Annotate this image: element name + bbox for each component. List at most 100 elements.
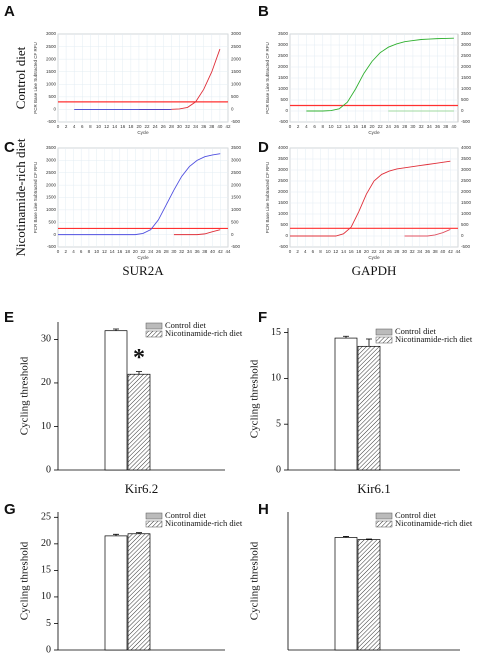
x-tick-label: 42 [218,249,224,254]
x-tick-label: 42 [448,249,454,254]
x-tick-label: 20 [364,249,370,254]
y2-tick-label: 3500 [461,156,472,161]
y2-tick-label: 3000 [461,42,472,47]
amplification-curve [173,229,221,236]
x-tick-label: 28 [394,249,400,254]
y2-tick-label: 2500 [231,44,242,49]
y-tick-label: 1500 [46,195,57,200]
x-tick-label: 22 [140,249,146,254]
x-tick-label: 16 [117,249,123,254]
y2-tick-label: 3500 [461,31,472,36]
bar [334,337,358,471]
x-tick-label: 32 [179,249,185,254]
x-tick-label: 12 [337,124,343,129]
x-tick-label: 32 [419,124,425,129]
x-tick-label: 34 [187,249,193,254]
significance-mark: * [133,345,145,371]
y-tick-label: 4000 [278,145,289,150]
y-axis-label: PCR Base Line Subtracted CF RFU [265,162,270,234]
plot-area [57,33,229,123]
x-tick-label: 18 [361,124,367,129]
y-tick-label: 0 [53,232,56,237]
y-tick-label: 500 [280,97,288,102]
x-tick-label: 0 [57,249,60,254]
x-tick-label: 36 [201,124,207,129]
bar [127,373,151,471]
x-tick-label: 6 [81,124,84,129]
x-tick-label: 8 [319,249,322,254]
panel-letter: E [4,309,14,326]
x-tick-label: 0 [57,124,60,129]
error-bar [136,532,142,534]
y2-tick-label: 3000 [231,158,242,163]
x-tick-label: 14 [110,249,116,254]
y-tick-label: 3500 [278,31,289,36]
x-tick-label: 30 [177,124,183,129]
gene-label: SUR2A [122,263,164,278]
x-tick-label: 20 [136,124,142,129]
x-tick-label: 40 [217,124,223,129]
y-tick-label: 2500 [278,53,289,58]
y2-tick-label: 2500 [231,170,242,175]
panel-letter: D [258,139,269,156]
y-tick-label: 2500 [46,170,57,175]
amplification-curve [306,37,454,112]
x-tick-label: 6 [313,124,316,129]
panel-letter: F [258,309,267,326]
y2-tick-label: 0 [461,108,464,113]
y-tick-label: 20 [41,538,51,549]
y-tick-label: 5 [276,418,281,429]
y-tick-label: 2000 [278,189,289,194]
x-tick-label: 18 [125,249,131,254]
x-tick-label: 44 [225,249,231,254]
x-tick-label: 34 [193,124,199,129]
x-tick-label: 28 [169,124,175,129]
x-tick-label: 14 [345,124,351,129]
y2-tick-label: 1000 [461,86,472,91]
x-tick-label: 4 [73,124,76,129]
x-axis-label: Cycle [137,130,149,135]
y2-tick-label: 2500 [461,178,472,183]
panel-letter: H [258,501,269,518]
y-axis-label: Cycling threshold [19,541,31,620]
x-tick-label: 40 [210,249,216,254]
y-axis-label: Cycling threshold [249,359,261,438]
x-tick-label: 24 [386,124,392,129]
y2-tick-label: 500 [231,219,239,224]
y2-tick-label: 2000 [461,189,472,194]
x-tick-label: 28 [402,124,408,129]
y-tick-label: 0 [285,108,288,113]
y-tick-label: -500 [47,244,57,249]
y-tick-label: 3500 [278,156,289,161]
y2-tick-label: 0 [231,107,234,112]
x-tick-label: 38 [202,249,208,254]
error-bar [136,371,142,375]
y2-tick-label: 1000 [461,211,472,216]
gene-label: Kir6.2 [125,481,159,496]
y-tick-label: 3000 [278,42,289,47]
y-axis-label: PCR Base Line Subtracted CF RFU [33,42,38,114]
x-tick-label: 10 [94,249,100,254]
y2-tick-label: -500 [461,244,471,249]
y2-tick-label: 1500 [231,69,242,74]
x-tick-label: 38 [433,249,439,254]
y-tick-label: 10 [41,421,51,432]
y2-tick-label: 4000 [461,145,472,150]
x-tick-label: 36 [195,249,201,254]
x-tick-label: 18 [128,124,134,129]
legend-label: Control diet [165,320,206,330]
y2-tick-label: 1000 [231,81,242,86]
y-tick-label: 2000 [278,64,289,69]
x-tick-label: 22 [371,249,377,254]
error-bar [343,335,349,339]
x-axis-label: Cycle [368,255,380,260]
row-label: Control diet [13,46,28,109]
x-tick-label: 32 [185,124,191,129]
gene-label: GAPDH [352,263,397,278]
legend-label: Nicotinamide-rich diet [395,518,473,528]
y-tick-label: 25 [41,512,51,523]
x-tick-label: 16 [353,124,359,129]
x-tick-label: 38 [443,124,449,129]
y-tick-label: 0 [53,107,56,112]
legend-swatch [375,520,393,528]
